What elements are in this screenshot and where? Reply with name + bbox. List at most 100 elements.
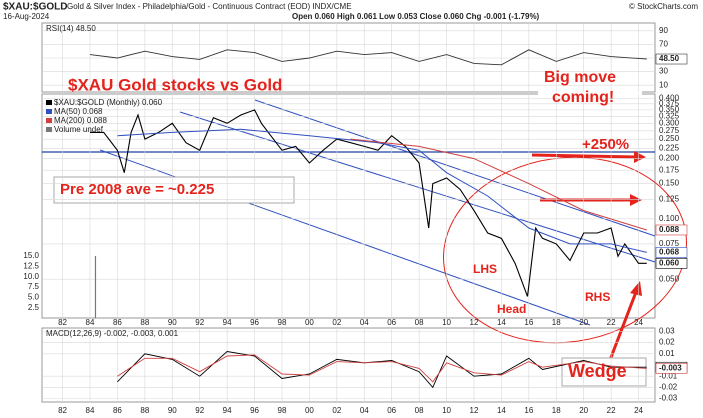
x-tick-label: 08 [415,318,424,327]
x-tick-label: 18 [552,318,561,327]
x-tick-label: 14 [497,406,506,415]
x-tick-label: 84 [86,318,95,327]
last-value-label: 48.50 [659,54,680,63]
x-tick-label: 90 [168,318,177,327]
y-tick-label: 70 [659,40,668,49]
x-tick-label: 22 [607,406,616,415]
legend-swatch [46,100,52,105]
legend-label: Volume undef [54,125,104,134]
y-tick-label: 0.250 [659,134,680,143]
x-tick-label: 12 [470,318,479,327]
x-tick-label: 22 [607,318,616,327]
x-tick-label: 82 [58,406,67,415]
y-tick-label: 0.075 [659,239,680,248]
x-tick-label: 86 [113,318,122,327]
x-tick-label: 84 [86,406,95,415]
last-value-box [655,258,688,269]
y-tick-label: 0.01 [659,349,675,358]
last-value-box [655,247,688,258]
chart-title: Gold & Silver Index - Philadelphia/Gold … [67,2,352,11]
x-tick-label: 06 [387,406,396,415]
y-tick-label: 0.050 [659,274,680,283]
last-value-label: 0.068 [659,248,680,257]
y-tick-label: 0.03 [659,326,675,335]
x-tick-label: 86 [113,406,122,415]
last-value-label: 0.088 [659,225,680,234]
channel-line [254,99,656,237]
x-tick-label: 02 [332,318,341,327]
x-tick-label: 94 [223,406,232,415]
y-tick-label: 12.5 [23,261,39,270]
macd-panel [41,327,656,403]
annotation-shapes [42,66,687,387]
macd-legend: MACD(12,26,9) -0.002, -0.003, 0.001 [46,329,179,338]
y-tick-label: 0.200 [659,154,680,163]
y-tick-label: 0.325 [659,111,680,120]
x-tick-label: 96 [250,406,259,415]
x-tick-label: 00 [305,406,314,415]
x-tick-label: 20 [579,318,588,327]
rsi-panel [41,22,656,93]
last-value-box [655,53,688,65]
date: 16-Aug-2024 [3,12,50,21]
quote: Open 0.060 High 0.061 Low 0.053 Close 0.… [292,12,540,21]
y-tick-label: 0.350 [659,105,680,114]
annotation: coming! [552,89,614,106]
x-tick-label: 06 [387,318,396,327]
legend-label: MA(50) 0.068 [54,107,103,116]
annotation: Pre 2008 ave = ~0.225 [60,181,214,198]
copyright: © StockCharts.com [629,2,698,11]
x-tick-label: 98 [278,318,287,327]
x-tick-label: 10 [442,318,451,327]
channel-line [179,111,656,263]
x-tick-label: 98 [278,406,287,415]
x-tick-label: 24 [634,318,643,327]
x-tick-label: 96 [250,318,259,327]
y-tick-label: 0.02 [659,338,675,347]
arrowhead [634,151,646,163]
y-tick-label: 0.150 [659,179,680,188]
arrowhead [630,281,642,296]
y-tick-label: 0.275 [659,126,680,135]
y-tick-label: 2.5 [28,303,40,312]
y-tick-label: 5.0 [28,292,40,301]
arrow [531,153,637,159]
y-tick-label: 0.400 [659,93,680,102]
moving-average [117,128,647,253]
y-tick-label: -0.03 [659,394,678,403]
y-tick-label: 90 [659,26,668,35]
x-tick-label: 04 [360,406,369,415]
y-tick-label: 0.125 [659,195,680,204]
x-tick-label: 12 [470,406,479,415]
last-value-label: -0.003 [659,363,682,372]
legend-swatch [46,109,52,114]
callout-box [538,66,642,110]
annotation: Head [497,302,526,316]
x-tick-label: 16 [524,318,533,327]
y-tick-label: 30 [659,67,668,76]
y-tick-label: 7.5 [28,282,40,291]
annotation: Big move [544,69,616,86]
rsi-line [89,49,647,66]
x-tick-label: 92 [195,406,204,415]
x-tick-label: 88 [140,318,149,327]
x-tick-label: 04 [360,318,369,327]
x-tick-label: 08 [415,406,424,415]
x-tick-label: 88 [140,406,149,415]
y-tick-label: -0.01 [659,371,678,380]
legend-label: $XAU:$GOLD (Monthly) 0.060 [54,98,163,107]
price-line [90,109,647,297]
x-tick-label: 10 [442,406,451,415]
last-value-box [655,224,688,236]
x-tick-label: 18 [552,406,561,415]
y-tick-label: 0.375 [659,99,680,108]
x-tick-label: 02 [332,406,341,415]
y-tick-label: -0.02 [659,383,678,392]
macd-line [117,354,647,383]
x-tick-label: 90 [168,406,177,415]
annotation: LHS [473,262,497,276]
x-tick-label: 94 [223,318,232,327]
x-tick-label: 24 [634,406,643,415]
